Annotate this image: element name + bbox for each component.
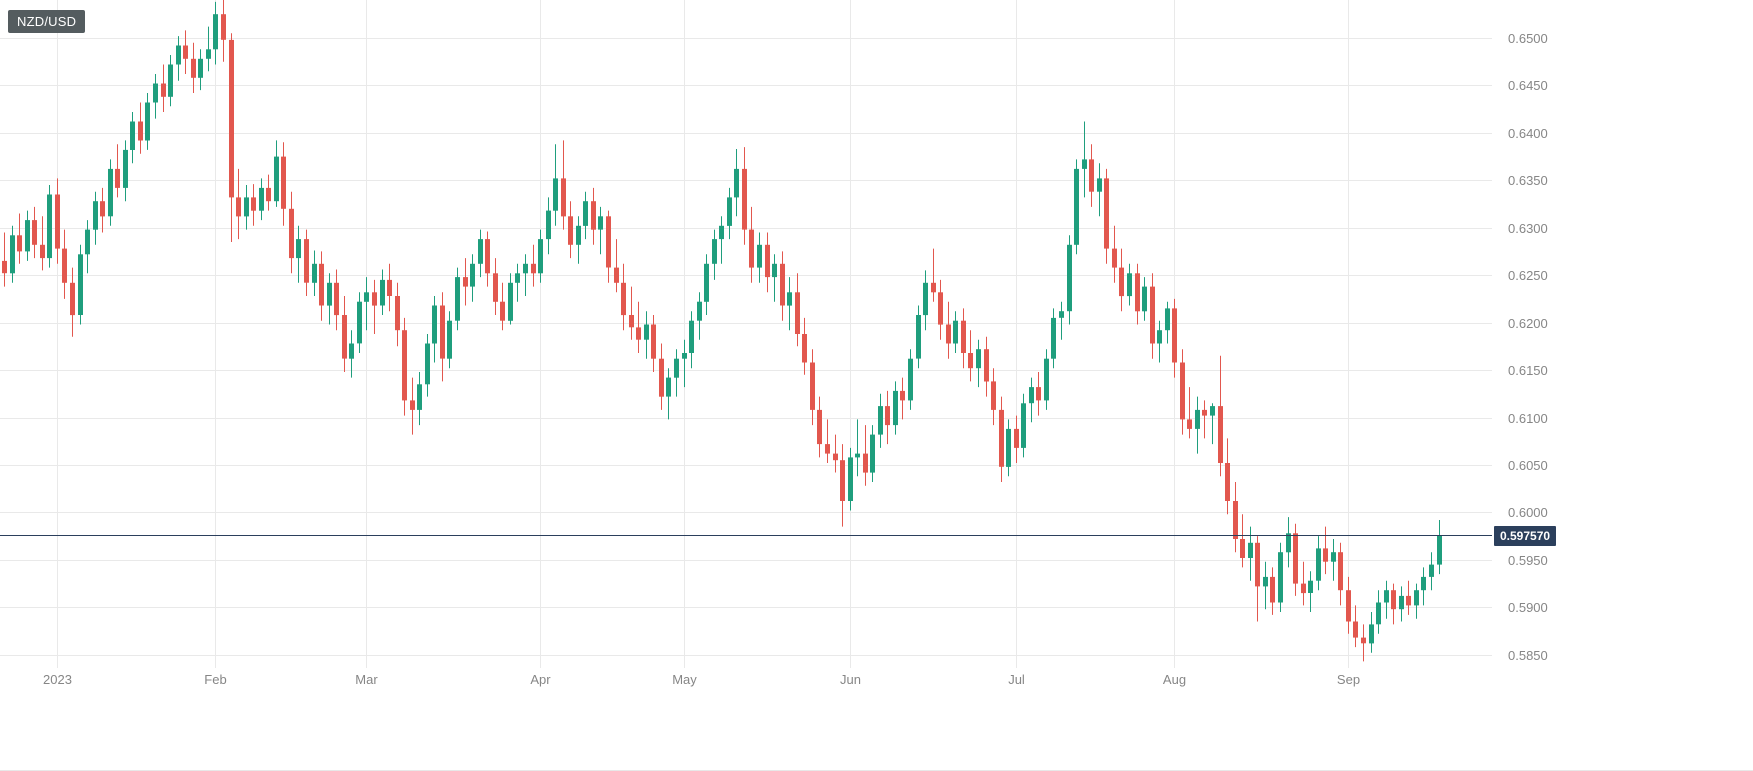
svg-text:Jun: Jun <box>840 672 861 687</box>
svg-text:0.6450: 0.6450 <box>1508 78 1548 93</box>
candles <box>2 0 1442 662</box>
svg-text:Sep: Sep <box>1337 672 1360 687</box>
svg-text:0.6400: 0.6400 <box>1508 126 1548 141</box>
svg-text:0.6050: 0.6050 <box>1508 458 1548 473</box>
svg-text:Jul: Jul <box>1008 672 1025 687</box>
svg-text:Mar: Mar <box>355 672 378 687</box>
svg-text:May: May <box>672 672 697 687</box>
axis-labels: 0.6500 0.6450 0.6400 0.6350 0.6300 0.6250 0.62… <box>43 31 1548 687</box>
svg-text:0.6300: 0.6300 <box>1508 221 1548 236</box>
svg-text:0.5950: 0.5950 <box>1508 553 1548 568</box>
symbol-badge: NZD/USD <box>8 10 86 33</box>
svg-text:2023: 2023 <box>43 672 72 687</box>
current-price-badge: 0.597570 <box>1494 525 1557 546</box>
svg-text:0.6150: 0.6150 <box>1508 363 1548 378</box>
svg-text:0.6200: 0.6200 <box>1508 316 1548 331</box>
svg-text:0.6350: 0.6350 <box>1508 173 1548 188</box>
svg-text:0.6500: 0.6500 <box>1508 31 1548 46</box>
gridlines <box>0 0 1492 668</box>
svg-text:Feb: Feb <box>204 672 226 687</box>
svg-text:0.5900: 0.5900 <box>1508 600 1548 615</box>
svg-text:0.6100: 0.6100 <box>1508 411 1548 426</box>
svg-text:Apr: Apr <box>530 672 551 687</box>
svg-text:0.6000: 0.6000 <box>1508 505 1548 520</box>
svg-text:0.5850: 0.5850 <box>1508 648 1548 663</box>
svg-text:Aug: Aug <box>1163 672 1186 687</box>
svg-text:0.6250: 0.6250 <box>1508 268 1548 283</box>
